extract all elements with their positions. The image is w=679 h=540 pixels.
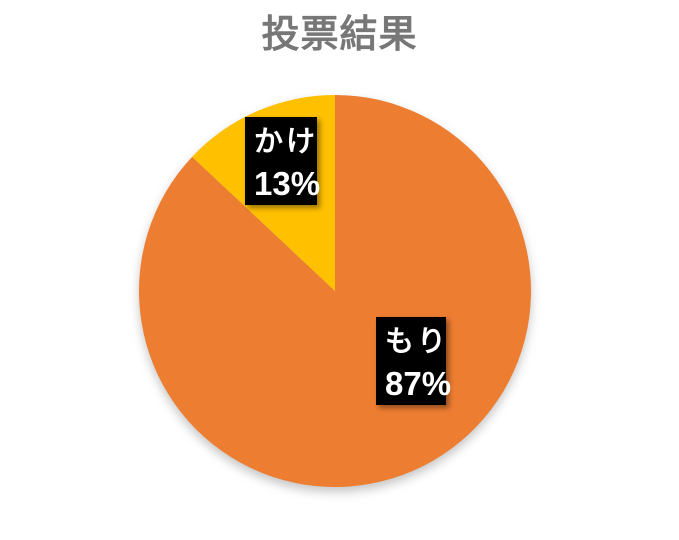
data-label-kake-name: かけ [254,126,319,158]
chart-title: 投票結果 [261,14,418,56]
data-label-mori-name: もり [385,326,450,358]
data-label-kake-percent: 13% [254,165,321,202]
data-label-kake: かけ 13% [245,117,321,205]
data-label-mori: もり 87% [376,317,452,405]
data-label-mori-percent: 87% [385,365,452,402]
